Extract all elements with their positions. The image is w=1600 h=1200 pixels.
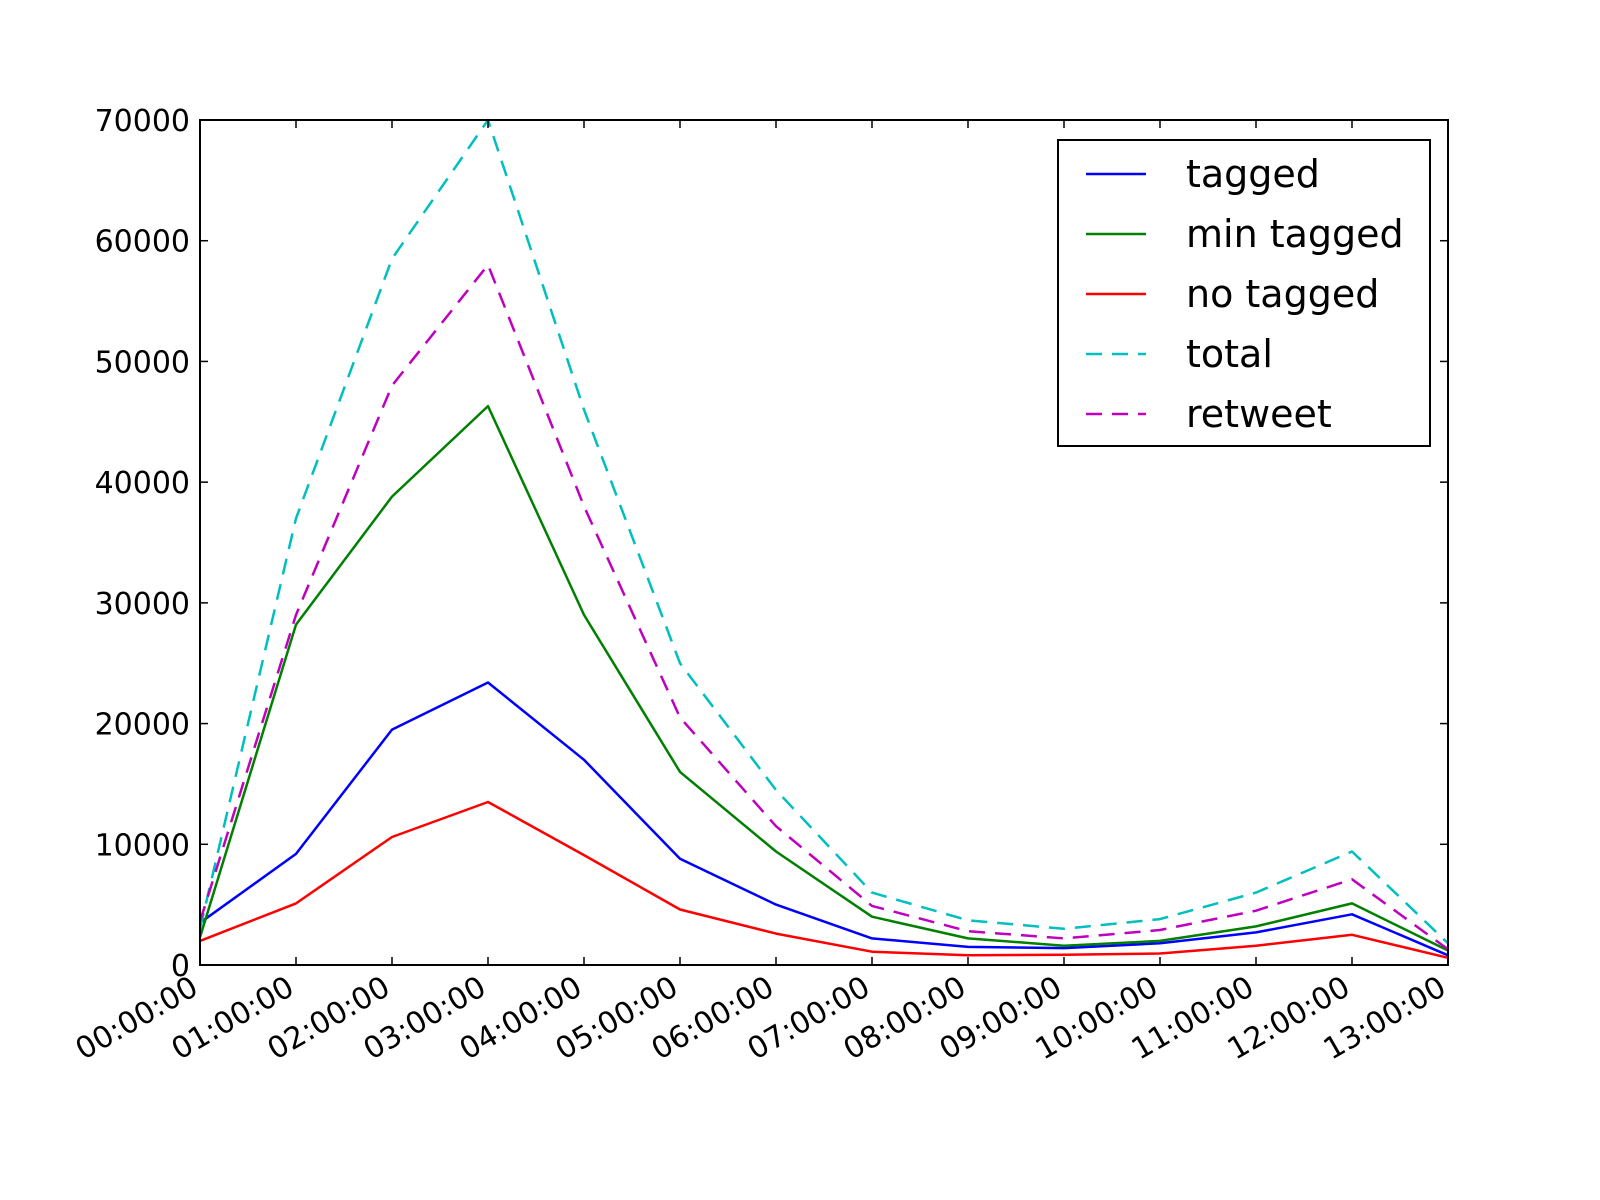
series-line-min-tagged	[198, 404, 1449, 952]
y-tick-labels: 0 10000 20000 30000 40000 50000 60000 70000	[95, 104, 190, 984]
legend-label: min tagged	[1186, 212, 1404, 256]
series-layer	[198, 118, 1449, 960]
y-tick-label: 50000	[95, 345, 190, 380]
series-line-tagged	[199, 681, 1449, 957]
legend: tagged min tagged no tagged total retweet	[1057, 139, 1431, 447]
y-tick-label: 60000	[95, 225, 190, 260]
series-line-total	[198, 118, 1449, 945]
legend-label: retweet	[1186, 392, 1332, 436]
y-tick-label: 30000	[95, 587, 190, 622]
y-tick-label: 70000	[95, 104, 190, 139]
ticks-layer	[199, 119, 1449, 966]
legend-label: no tagged	[1186, 272, 1379, 316]
y-tick-label: 0	[171, 949, 190, 984]
y-tick-label: 10000	[95, 828, 190, 863]
legend-label: tagged	[1186, 152, 1320, 196]
y-tick-label: 40000	[95, 466, 190, 501]
y-tick-label: 20000	[95, 708, 190, 743]
series-line-retweet	[198, 263, 1449, 951]
plot-frame	[199, 119, 1449, 966]
series-line-no-tagged	[199, 800, 1449, 960]
legend-label: total	[1186, 332, 1273, 376]
